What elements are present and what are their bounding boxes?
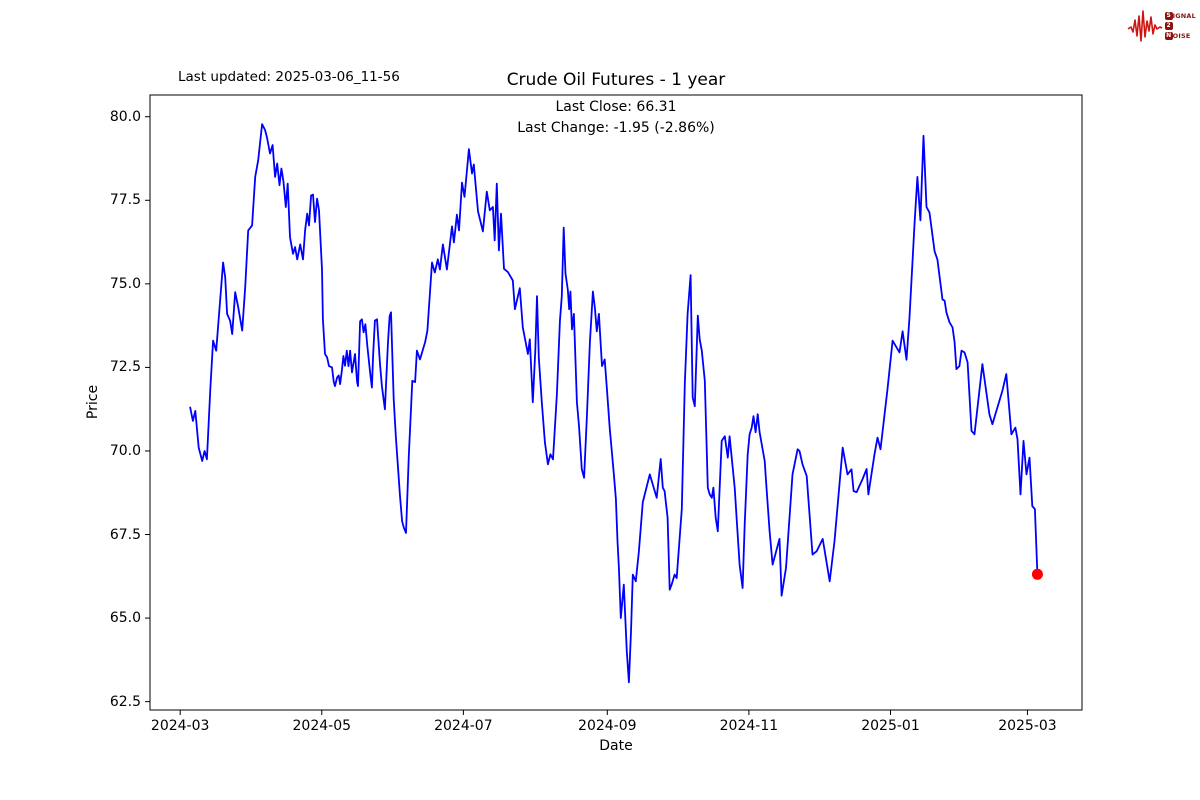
y-axis-label: Price [85,384,101,420]
y-tick-label: 75.0 [109,275,141,292]
logo-box-s: S [1164,12,1173,20]
y-tick-label: 72.5 [109,359,141,376]
last-close-text: Last Close: 66.31 [555,99,677,115]
x-tick-label: 2025-01 [861,718,920,734]
axes-frame [149,94,1083,711]
logo-text-ignal: IGNAL [1172,12,1196,20]
last-change-text: Last Change: -1.95 (-2.86%) [517,120,715,136]
waveform-icon [1127,10,1162,42]
y-tick-label: 62.5 [109,693,141,710]
x-tick-label: 2024-11 [719,718,779,734]
tick-marks [145,116,1028,715]
logo-text-oise: OISE [1172,32,1191,40]
price-line [189,123,1039,684]
logo-box-n: N [1164,32,1173,40]
y-tick-label: 80.0 [109,108,141,125]
x-tick-label: 2024-03 [150,718,210,734]
y-tick-label: 77.5 [109,192,141,209]
y-tick-label: 67.5 [109,526,141,543]
x-tick-label: 2024-07 [434,718,493,734]
x-tick-label: 2024-09 [578,718,637,734]
chart-annotation: Last Close: 66.31 Last Change: -1.95 (-2… [150,97,1082,139]
price-line-layer [189,123,1043,684]
signal2noise-logo: S IGNAL 2 N OISE [1127,5,1196,47]
y-tick-label: 70.0 [109,442,141,459]
chart-title: Crude Oil Futures - 1 year [506,70,726,90]
last-updated-text: Last updated: 2025-03-06_11-56 [178,69,400,85]
logo-box-2: 2 [1164,22,1173,30]
x-axis-label: Date [599,738,633,754]
y-tick-label: 65.0 [109,610,141,627]
x-tick-label: 2024-05 [292,718,352,734]
logo-text: S IGNAL 2 N OISE [1164,12,1196,41]
last-close-marker [1031,568,1043,580]
x-tick-label: 2025-03 [998,718,1057,734]
